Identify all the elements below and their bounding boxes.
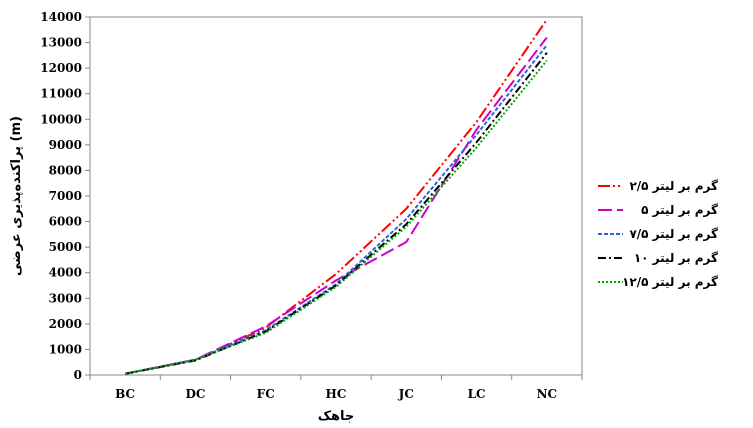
x-axis-title: جاهک	[318, 409, 355, 424]
y-tick-label: 4000	[49, 266, 82, 280]
y-tick-label: 12000	[40, 61, 82, 75]
x-tick-label: DC	[185, 387, 205, 401]
x-tick-label: HC	[326, 387, 347, 401]
x-tick-label: LC	[468, 387, 486, 401]
series-lines	[124, 18, 548, 375]
y-axis-title: پراکنده‌پذیری عرضی (m)	[9, 116, 24, 276]
y-tick-label: 14000	[40, 10, 82, 24]
series-line-4	[124, 52, 548, 375]
series-line-1	[124, 18, 548, 375]
legend-label-4: ۱۰ گرم بر لیتر	[634, 251, 718, 266]
y-axis-ticks: 0 1000 2000 3000 4000 5000 6000 7000 8000 9000 100…	[40, 10, 90, 382]
y-tick-label: 13000	[40, 36, 82, 50]
legend-label-1: ۲/۵ گرم بر لیتر	[629, 179, 718, 194]
y-tick-label: 9000	[49, 138, 82, 152]
legend: ۲/۵ گرم بر لیتر ۵ گرم بر لیتر ۷/۵ گرم بر ل…	[598, 179, 718, 290]
y-tick-label: 3000	[49, 291, 82, 305]
x-axis-ticks: BC DC FC HC JC LC NC	[89, 375, 583, 401]
y-tick-label: 11000	[40, 87, 82, 101]
x-tick-label: NC	[537, 387, 558, 401]
legend-label-3: ۷/۵ گرم بر لیتر	[629, 227, 718, 242]
x-tick-label: BC	[115, 387, 135, 401]
x-tick-label: JC	[398, 387, 414, 401]
legend-label-2: ۵ گرم بر لیتر	[641, 203, 718, 218]
y-tick-label: 2000	[49, 317, 82, 331]
y-tick-label: 0	[74, 368, 82, 382]
legend-label-5: ۱۲/۵ گرم بر لیتر	[622, 275, 718, 290]
series-line-5	[124, 59, 548, 375]
y-tick-label: 7000	[49, 189, 82, 203]
y-tick-label: 10000	[40, 112, 82, 126]
plot-area	[89, 16, 583, 376]
series-line-3	[124, 44, 548, 375]
x-tick-label: FC	[257, 387, 275, 401]
y-tick-label: 5000	[49, 240, 82, 254]
y-tick-label: 6000	[49, 215, 82, 229]
y-tick-label: 8000	[49, 163, 82, 177]
series-line-2	[124, 36, 548, 375]
y-tick-label: 1000	[49, 342, 82, 356]
